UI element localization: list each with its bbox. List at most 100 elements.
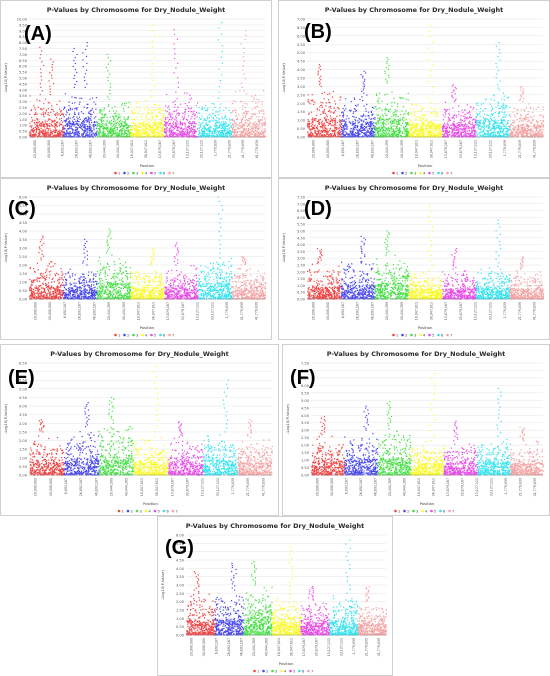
data-point bbox=[453, 127, 455, 130]
data-point bbox=[325, 129, 327, 132]
data-point bbox=[440, 131, 442, 133]
chromosome-1-points bbox=[307, 63, 342, 138]
data-point bbox=[224, 126, 226, 128]
data-point bbox=[116, 118, 118, 121]
data-point bbox=[183, 128, 185, 130]
data-point bbox=[169, 113, 171, 115]
data-point bbox=[115, 112, 117, 114]
data-point bbox=[192, 126, 195, 128]
data-point bbox=[422, 133, 425, 135]
data-point bbox=[174, 100, 176, 102]
y-tick-label: 5.00 bbox=[297, 51, 306, 55]
manhattan-plot: P-Values by Chromosome for Dry_Nodule_We… bbox=[281, 6, 545, 175]
data-point bbox=[74, 113, 77, 116]
data-point bbox=[205, 122, 207, 124]
data-point bbox=[114, 106, 116, 108]
data-point bbox=[148, 125, 151, 128]
data-point bbox=[107, 133, 109, 135]
data-point bbox=[59, 131, 61, 133]
data-point bbox=[370, 111, 373, 114]
data-point bbox=[86, 129, 88, 131]
data-point bbox=[466, 104, 468, 106]
data-point bbox=[81, 133, 83, 135]
data-point bbox=[241, 126, 243, 128]
data-point bbox=[55, 135, 58, 137]
data-point bbox=[194, 130, 196, 133]
data-point bbox=[45, 127, 48, 129]
data-point bbox=[234, 101, 237, 103]
data-point bbox=[133, 133, 136, 136]
data-point bbox=[225, 129, 227, 132]
data-point bbox=[437, 124, 439, 126]
data-point bbox=[246, 132, 248, 134]
data-point bbox=[377, 117, 379, 119]
data-point bbox=[258, 123, 260, 125]
data-point bbox=[91, 97, 94, 99]
data-point bbox=[366, 136, 368, 138]
chart-panel-b: P-Values by Chromosome for Dry_Nodule_We… bbox=[278, 0, 550, 178]
data-point bbox=[361, 123, 363, 125]
data-point bbox=[375, 128, 377, 130]
data-point bbox=[323, 109, 326, 111]
peak-point bbox=[107, 70, 109, 72]
data-point bbox=[42, 129, 45, 132]
data-point bbox=[69, 120, 71, 122]
data-point bbox=[151, 127, 154, 129]
data-point bbox=[222, 134, 224, 136]
data-point bbox=[29, 113, 31, 116]
data-point bbox=[179, 103, 182, 105]
data-point bbox=[325, 105, 327, 107]
data-point bbox=[102, 134, 104, 136]
data-point bbox=[179, 133, 182, 135]
data-point bbox=[154, 104, 157, 106]
data-point bbox=[90, 127, 92, 129]
data-point bbox=[468, 116, 471, 118]
data-point bbox=[434, 108, 437, 110]
data-point bbox=[361, 96, 363, 98]
data-point bbox=[464, 123, 467, 125]
data-point bbox=[161, 129, 163, 132]
data-point bbox=[345, 118, 347, 120]
data-point bbox=[68, 113, 70, 116]
data-point bbox=[397, 122, 399, 124]
data-point bbox=[44, 134, 46, 136]
data-point bbox=[365, 123, 368, 126]
data-point bbox=[400, 125, 402, 127]
data-point bbox=[414, 125, 416, 127]
data-point bbox=[44, 113, 46, 115]
peak-point bbox=[74, 83, 76, 86]
data-point bbox=[53, 120, 55, 122]
x-tick-label: 13,879,167 bbox=[158, 140, 162, 158]
data-point bbox=[460, 119, 462, 121]
data-point bbox=[223, 134, 225, 136]
data-point bbox=[393, 120, 395, 122]
data-point bbox=[376, 128, 378, 130]
data-point bbox=[409, 135, 412, 137]
data-point bbox=[119, 129, 122, 131]
data-point bbox=[254, 121, 256, 123]
data-point bbox=[149, 125, 151, 127]
data-point bbox=[341, 111, 343, 114]
data-point bbox=[382, 118, 384, 120]
data-point bbox=[232, 131, 235, 133]
data-point bbox=[172, 125, 174, 127]
data-point bbox=[47, 119, 50, 121]
data-point bbox=[430, 102, 433, 104]
data-point bbox=[119, 135, 121, 137]
data-point bbox=[424, 136, 426, 138]
data-point bbox=[177, 126, 179, 128]
peak-point bbox=[109, 83, 112, 85]
data-point bbox=[375, 135, 377, 137]
data-point bbox=[40, 124, 42, 127]
data-point bbox=[153, 132, 155, 135]
peak-point bbox=[217, 39, 219, 41]
data-point bbox=[457, 126, 459, 129]
data-point bbox=[326, 133, 328, 136]
data-point bbox=[343, 130, 345, 132]
data-point bbox=[151, 126, 154, 128]
data-point bbox=[255, 105, 257, 107]
data-point bbox=[395, 128, 397, 130]
data-point bbox=[384, 130, 386, 132]
data-point bbox=[473, 118, 475, 120]
data-point bbox=[168, 118, 171, 121]
